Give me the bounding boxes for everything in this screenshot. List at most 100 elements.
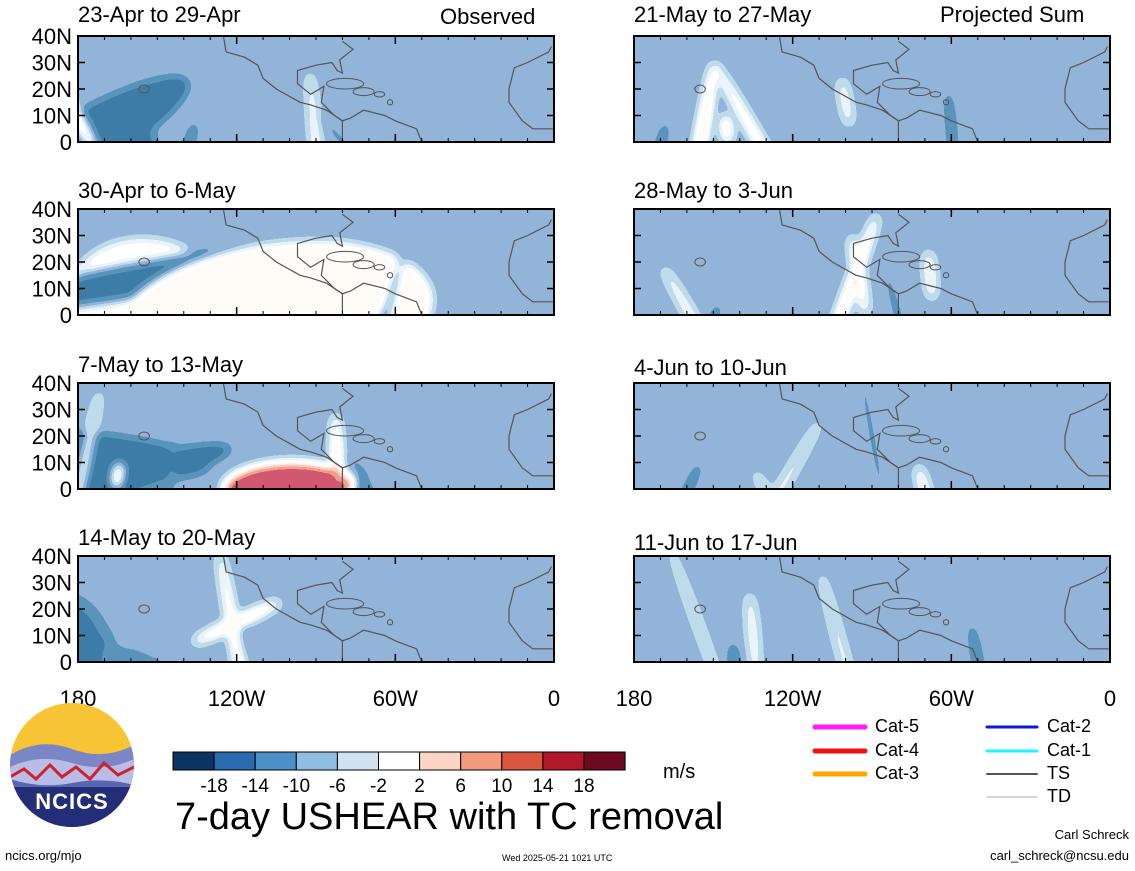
shear-anomaly bbox=[223, 462, 356, 489]
shear-anomaly bbox=[653, 121, 668, 142]
colorbar-swatch bbox=[254, 751, 297, 771]
colorbar-tick-label: 14 bbox=[532, 776, 554, 797]
shear-anomaly bbox=[78, 390, 101, 489]
lon-tick-label: 60W bbox=[373, 686, 418, 711]
colorbar-swatch bbox=[378, 751, 421, 771]
colorbar-tick-label: 2 bbox=[414, 776, 425, 797]
lat-tick-label: 20N bbox=[32, 424, 72, 449]
shear-anomaly bbox=[685, 63, 715, 142]
colorbar-tick-label: -2 bbox=[370, 776, 387, 797]
lon-tick-label: 120W bbox=[764, 686, 822, 711]
lat-tick-label: 10N bbox=[32, 624, 72, 649]
coastlines bbox=[138, 209, 554, 315]
shear-anomaly bbox=[753, 470, 779, 489]
ncics-logo: NCICS bbox=[10, 703, 134, 827]
author-email[interactable]: carl_schreck@ncsu.edu bbox=[990, 848, 1129, 863]
observed-label: Observed bbox=[440, 4, 536, 29]
lat-tick-label: 0 bbox=[60, 477, 72, 502]
shear-anomaly bbox=[730, 642, 739, 662]
panel-title: 30-Apr to 6-May bbox=[78, 178, 236, 203]
shear-anomaly bbox=[113, 462, 123, 489]
colorbar-tick-label: -14 bbox=[241, 776, 269, 797]
legend-label: Cat-5 bbox=[875, 716, 920, 736]
lat-tick-label: 40N bbox=[32, 197, 72, 222]
shear-anomaly bbox=[78, 82, 169, 128]
panel-title: 7-May to 13-May bbox=[78, 352, 244, 377]
shear-anomaly bbox=[116, 242, 432, 315]
shear-anomaly bbox=[78, 590, 110, 662]
lat-tick-label: 30N bbox=[32, 224, 72, 249]
lat-tick-label: 40N bbox=[32, 544, 72, 569]
shear-anomaly bbox=[705, 303, 721, 315]
panel-title: 23-Apr to 29-Apr bbox=[78, 2, 241, 27]
shear-anomaly bbox=[165, 438, 176, 489]
panel-title: 14-May to 20-May bbox=[78, 525, 256, 550]
legend-label: Cat-1 bbox=[1047, 740, 1092, 760]
lat-tick-label: 20N bbox=[32, 250, 72, 275]
coastlines bbox=[138, 36, 554, 142]
shear-panel bbox=[634, 209, 1110, 315]
legend-label: Cat-4 bbox=[875, 740, 920, 760]
colorbar-tick-label: -6 bbox=[329, 776, 346, 797]
shear-anomaly bbox=[669, 556, 732, 662]
legend-label: TS bbox=[1047, 763, 1071, 783]
units-label: m/s bbox=[663, 761, 696, 783]
lat-tick-label: 30N bbox=[32, 51, 72, 76]
lat-tick-label: 40N bbox=[32, 24, 72, 49]
lat-tick-label: 10N bbox=[32, 451, 72, 476]
shear-anomaly bbox=[219, 556, 255, 662]
shear-anomaly bbox=[97, 616, 154, 662]
colorbar-swatch bbox=[583, 751, 626, 771]
panel-title: 4-Jun to 10-Jun bbox=[634, 355, 787, 380]
shear-panel bbox=[78, 36, 554, 142]
shear-anomaly bbox=[376, 305, 388, 315]
site-url[interactable]: ncics.org/mjo bbox=[5, 848, 82, 863]
panel-title: 28-May to 3-Jun bbox=[634, 178, 793, 203]
colorbar-tick-label: -18 bbox=[200, 776, 227, 797]
legend-label: Cat-3 bbox=[875, 763, 920, 783]
timestamp: Wed 2025-05-21 1021 UTC bbox=[502, 853, 613, 863]
lat-tick-label: 0 bbox=[60, 650, 72, 675]
shear-anomaly bbox=[855, 383, 889, 489]
shear-anomaly bbox=[376, 254, 404, 315]
shear-anomaly bbox=[714, 64, 808, 142]
author-name: Carl Schreck bbox=[1054, 827, 1129, 842]
coastlines bbox=[694, 36, 1110, 142]
lon-tick-label: 60W bbox=[929, 686, 974, 711]
shear-panel bbox=[78, 556, 554, 662]
coastlines bbox=[138, 383, 554, 489]
shear-anomaly bbox=[181, 121, 197, 142]
shear-anomaly bbox=[738, 420, 821, 489]
coastlines bbox=[694, 556, 1110, 662]
shear-anomaly bbox=[78, 76, 189, 142]
shear-anomaly bbox=[351, 455, 387, 489]
lat-tick-label: 30N bbox=[32, 571, 72, 596]
colorbar-swatch bbox=[460, 751, 503, 771]
shear-anomaly bbox=[747, 593, 759, 662]
shear-anomaly bbox=[839, 78, 852, 126]
logo-text: NCICS bbox=[35, 789, 109, 814]
shear-anomaly bbox=[722, 115, 731, 142]
shear-anomaly bbox=[969, 622, 986, 662]
lon-tick-label: 0 bbox=[1104, 686, 1116, 711]
shear-anomaly bbox=[78, 112, 158, 142]
lon-tick-label: 120W bbox=[208, 686, 266, 711]
figure-title: 7-day USHEAR with TC removal bbox=[175, 796, 724, 838]
lat-tick-label: 0 bbox=[60, 303, 72, 328]
lat-tick-label: 0 bbox=[60, 130, 72, 155]
shear-anomaly bbox=[813, 214, 878, 315]
shear-anomaly bbox=[883, 263, 914, 315]
colorbar-swatch bbox=[542, 751, 585, 771]
colorbar-swatch bbox=[336, 751, 379, 771]
colorbar-tick-label: 10 bbox=[491, 776, 512, 797]
colorbar-tick-label: 6 bbox=[455, 776, 466, 797]
shear-panel bbox=[634, 556, 1110, 662]
shear-anomaly bbox=[662, 267, 722, 315]
shear-anomaly bbox=[78, 51, 97, 142]
lon-tick-label: 0 bbox=[548, 686, 560, 711]
shear-anomaly bbox=[308, 72, 324, 142]
lon-tick-label: 180 bbox=[616, 686, 653, 711]
projected-sum-label: Projected Sum bbox=[940, 2, 1085, 27]
coastlines bbox=[694, 209, 1110, 315]
